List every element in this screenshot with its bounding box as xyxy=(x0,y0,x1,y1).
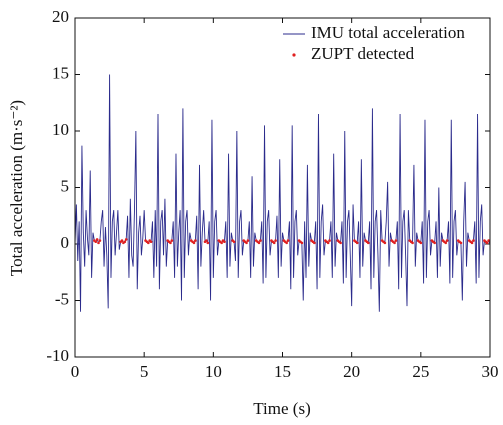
zupt-point xyxy=(355,241,359,245)
zupt-point xyxy=(472,239,475,242)
zupt-point xyxy=(149,240,153,244)
zupt-point xyxy=(205,239,208,242)
x-tick-label: 15 xyxy=(274,362,291,381)
zupt-point xyxy=(339,241,342,245)
zupt-point xyxy=(445,239,449,242)
x-tick-label: 25 xyxy=(412,362,429,381)
x-axis-label: Time (s) xyxy=(253,399,310,418)
zupt-point xyxy=(194,239,197,242)
zupt-point xyxy=(274,239,277,242)
y-tick-label: 20 xyxy=(52,7,69,26)
legend-marker xyxy=(292,53,296,57)
y-tick-label: 5 xyxy=(61,176,70,195)
zupt-point xyxy=(232,240,236,244)
zupt-point xyxy=(313,241,316,245)
zupt-point xyxy=(94,240,98,244)
zupt-point xyxy=(257,241,261,245)
zupt-point xyxy=(328,239,331,242)
zupt-point xyxy=(285,241,288,245)
y-tick-label: 0 xyxy=(61,233,70,252)
zupt-point xyxy=(470,241,474,245)
zupt-point xyxy=(120,239,124,242)
x-tick-label: 20 xyxy=(343,362,360,381)
x-tick-label: 0 xyxy=(71,362,80,381)
zupt-point xyxy=(170,239,174,242)
zupt-point xyxy=(245,241,248,245)
zupt-point xyxy=(383,241,387,245)
zupt-point xyxy=(272,241,276,245)
zupt-point xyxy=(433,241,436,245)
zupt-point xyxy=(97,241,100,245)
zupt-point xyxy=(220,241,223,245)
x-tick-label: 5 xyxy=(140,362,149,381)
zupt-point xyxy=(487,239,490,242)
legend-label: IMU total acceleration xyxy=(311,23,465,42)
zupt-point xyxy=(393,241,396,245)
zupt-point xyxy=(123,240,127,244)
y-tick-label: 15 xyxy=(52,63,69,82)
zupt-point xyxy=(411,241,414,245)
zupt-point xyxy=(223,240,226,244)
zupt-point xyxy=(300,241,304,245)
y-tick-label: 10 xyxy=(52,120,69,139)
zupt-point xyxy=(124,238,128,241)
zupt-point xyxy=(485,241,489,245)
zupt-point xyxy=(326,241,330,245)
data-line xyxy=(74,74,491,312)
zupt-point xyxy=(169,241,172,245)
zupt-point xyxy=(366,241,370,245)
zupt-point xyxy=(259,239,262,242)
plot-frame xyxy=(74,17,491,358)
legend-label: ZUPT detected xyxy=(311,44,415,63)
zupt-point xyxy=(95,238,99,241)
zupt-point xyxy=(98,239,102,242)
zupt-point xyxy=(419,241,423,245)
y-tick-label: -10 xyxy=(46,346,69,365)
x-tick-label: 10 xyxy=(205,362,222,381)
zupt-point xyxy=(286,239,290,242)
zupt-point xyxy=(192,241,196,245)
y-tick-label: -5 xyxy=(55,289,69,308)
zupt-point xyxy=(147,241,150,245)
x-tick-label: 30 xyxy=(482,362,499,381)
zupt-point xyxy=(246,239,250,242)
zupt-point xyxy=(394,239,398,242)
zupt-point xyxy=(206,241,210,245)
zupt-point xyxy=(444,241,448,245)
y-axis-label: Total acceleration (m·s⁻²) xyxy=(7,100,26,276)
zupt-point xyxy=(459,241,463,245)
